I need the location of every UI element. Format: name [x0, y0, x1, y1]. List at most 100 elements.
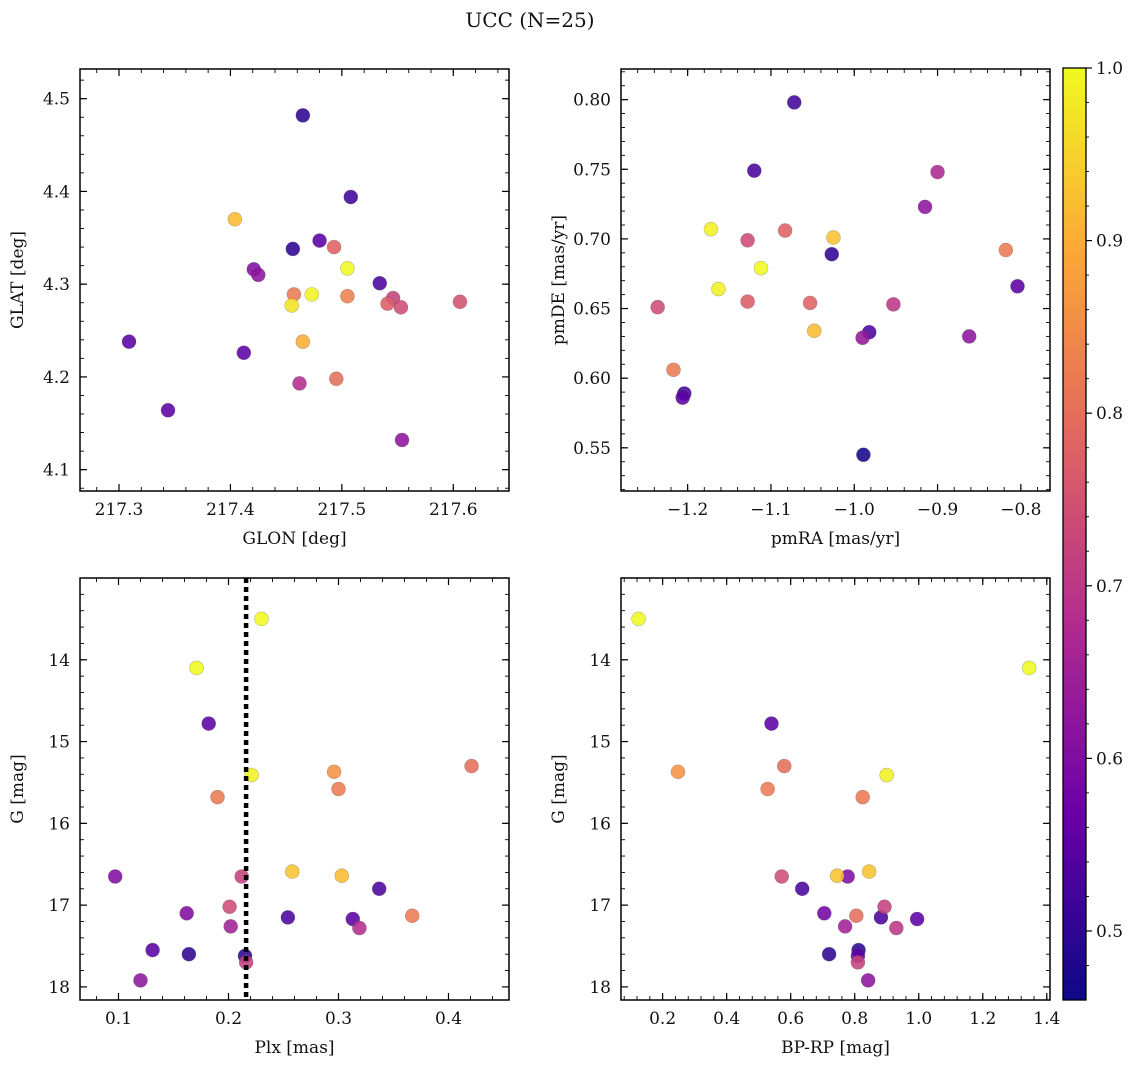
data-point [254, 611, 269, 627]
x-axis-label: Plx [mas] [254, 1038, 334, 1058]
data-point [223, 919, 238, 934]
data-point [371, 881, 387, 897]
data-point [860, 973, 876, 988]
data-point [326, 239, 342, 255]
data-point [393, 300, 409, 315]
data-point [160, 403, 176, 418]
x-tick-label: 217.4 [206, 500, 255, 520]
data-point [340, 261, 355, 276]
data-point [304, 287, 320, 302]
colorbar-tick-label: 0.9 [1096, 232, 1123, 252]
x-tick-label: −1.1 [750, 500, 791, 520]
data-point [794, 881, 810, 897]
data-point [821, 946, 837, 962]
data-point [380, 296, 395, 311]
x-tick-label: 217.5 [318, 500, 367, 520]
plot-area [631, 611, 1037, 988]
y-tick-label: 14 [48, 651, 70, 671]
data-point [740, 233, 755, 248]
plot-area [121, 108, 468, 448]
y-axis-label: GLAT [deg] [8, 231, 28, 329]
data-point [372, 275, 388, 291]
x-tick-label: 1.0 [905, 1009, 932, 1029]
y-tick-label: 0.70 [573, 230, 611, 250]
data-point [777, 223, 793, 238]
data-point [740, 294, 755, 309]
data-point [331, 781, 346, 797]
data-point [284, 864, 300, 879]
y-tick-label: 15 [48, 733, 70, 753]
x-tick-label: 0.4 [435, 1009, 462, 1029]
y-tick-label: 16 [48, 814, 70, 834]
data-point [1021, 660, 1037, 676]
data-point [703, 221, 719, 237]
data-point [816, 906, 832, 921]
data-point [328, 371, 344, 387]
data-point [107, 869, 123, 884]
data-point [227, 211, 243, 227]
x-tick-label: 0.1 [105, 1009, 132, 1029]
y-axis-label: pmDE [mas/yr] [549, 215, 569, 345]
x-tick-label: 1.2 [969, 1009, 996, 1029]
data-point [284, 298, 300, 313]
scatter-panel-2: −1.2 −1.1 −1.0 −0.9 −0.8 0.55 0.60 0.65 0.70 0.75… [549, 68, 1051, 549]
y-tick-label: 0.60 [573, 369, 611, 389]
y-tick-label: 4.4 [43, 182, 70, 202]
data-point [850, 955, 866, 970]
y-tick-label: 4.3 [43, 275, 70, 295]
data-point [855, 789, 871, 805]
axes-frame [79, 577, 510, 1001]
data-point [133, 973, 148, 988]
data-point [753, 260, 769, 276]
data-point [404, 908, 420, 924]
data-point [285, 241, 301, 257]
data-point [631, 611, 646, 627]
data-point [234, 869, 249, 884]
data-point [181, 946, 197, 962]
y-tick-label: 4.2 [43, 368, 70, 388]
data-point [806, 323, 822, 339]
colorbar-tick-label: 0.7 [1096, 577, 1123, 597]
data-point [121, 334, 137, 349]
data-point [210, 789, 225, 805]
data-point [189, 660, 204, 676]
data-point [760, 781, 775, 797]
y-tick-label: 0.55 [573, 439, 611, 459]
y-tick-label: 17 [48, 896, 70, 916]
data-point [179, 906, 194, 921]
x-tick-label: 217.3 [95, 500, 144, 520]
x-tick-label: 0.6 [777, 1009, 804, 1029]
data-point [746, 163, 762, 178]
data-point [889, 920, 904, 936]
data-point [222, 899, 237, 915]
data-point [675, 390, 690, 405]
colorbar-tick-label: 0.8 [1096, 404, 1123, 424]
data-point [786, 95, 802, 110]
data-point [998, 242, 1014, 258]
data-point [312, 233, 327, 248]
x-tick-label: 1.4 [1033, 1009, 1060, 1029]
y-axis-label: G [mag] [8, 754, 28, 823]
data-point [886, 297, 901, 312]
data-point [666, 362, 681, 378]
data-point [670, 764, 686, 780]
y-tick-label: 15 [589, 733, 611, 753]
data-point [879, 767, 895, 783]
data-point [855, 330, 870, 346]
data-point [295, 108, 311, 123]
data-point [145, 942, 160, 958]
data-point [961, 329, 977, 344]
y-tick-label: 4.1 [43, 461, 70, 481]
data-point [802, 295, 818, 311]
scatter-panel-1: 217.3 217.4 217.5 217.6 4.1 4.2 4.3 4.4 4.5 GLON … [8, 68, 510, 549]
x-tick-label: 217.6 [429, 500, 478, 520]
y-tick-label: 17 [589, 896, 611, 916]
data-point [340, 288, 355, 304]
data-point [352, 920, 367, 936]
data-point [826, 230, 841, 245]
data-point [295, 334, 311, 349]
x-tick-label: 0.3 [325, 1009, 352, 1029]
data-point [1010, 278, 1025, 294]
x-tick-label: −1.0 [834, 500, 875, 520]
